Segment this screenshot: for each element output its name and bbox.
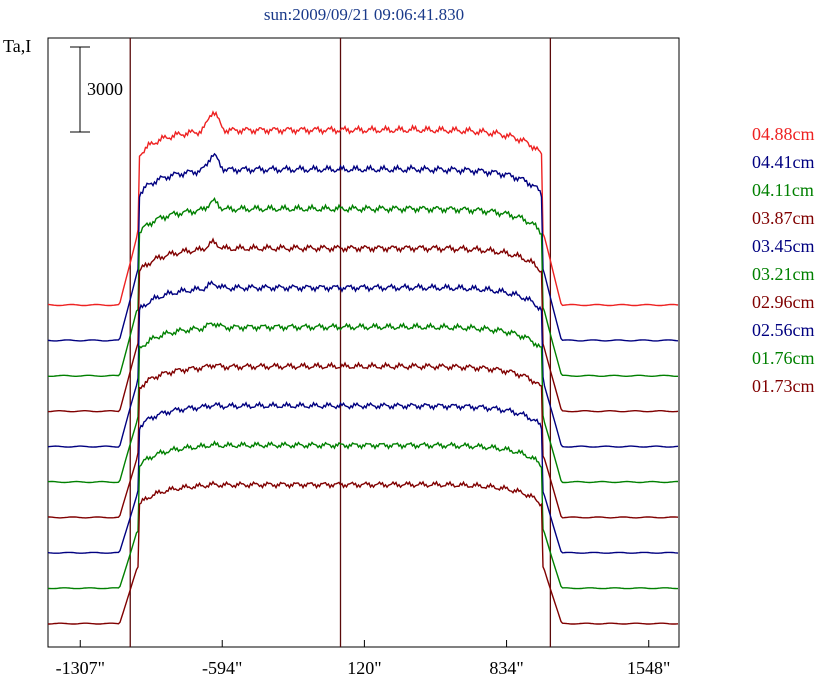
series-line-04.11cm — [47, 197, 678, 377]
legend-item-01.76cm: 01.76cm — [752, 348, 815, 368]
scale-bar: 3000 — [70, 46, 123, 133]
series-line-03.21cm — [47, 322, 678, 484]
series-line-04.88cm — [47, 110, 679, 307]
scale-bar-label: 3000 — [87, 79, 123, 99]
vertical-markers — [129, 38, 552, 647]
series-line-02.96cm — [47, 361, 679, 519]
series-line-02.56cm — [47, 400, 679, 554]
series-line-04.41cm — [47, 152, 679, 342]
legend-item-02.56cm: 02.56cm — [752, 320, 815, 340]
series-line-01.73cm — [48, 480, 679, 625]
series-group — [47, 110, 679, 625]
series-line-01.76cm — [47, 440, 678, 590]
legend: 04.88cm 04.41cm 04.11cm 03.87cm 03.45cm 03.21… — [752, 124, 815, 396]
x-tick-label-2: 120" — [347, 658, 381, 678]
y-axis-label: Ta,I — [3, 36, 31, 56]
legend-item-04.41cm: 04.41cm — [752, 152, 815, 172]
x-tick-label-1: -594" — [202, 658, 242, 678]
legend-item-03.45cm: 03.45cm — [752, 236, 815, 256]
legend-item-04.88cm: 04.88cm — [752, 124, 815, 144]
chart-title: sun:2009/09/21 09:06:41.830 — [264, 5, 464, 24]
x-axis-ticks: -1307" -594" 120" 834" 1548" — [56, 640, 670, 678]
legend-item-04.11cm: 04.11cm — [752, 180, 814, 200]
x-tick-label-0: -1307" — [56, 658, 105, 678]
series-line-03.87cm — [47, 237, 679, 413]
plot-frame — [47, 37, 680, 648]
legend-item-03.87cm: 03.87cm — [752, 208, 815, 228]
legend-item-01.73cm: 01.73cm — [752, 376, 815, 396]
x-tick-label-3: 834" — [489, 658, 523, 678]
x-tick-label-4: 1548" — [627, 658, 670, 678]
series-line-03.45cm — [47, 280, 679, 448]
legend-item-03.21cm: 03.21cm — [752, 264, 815, 284]
legend-item-02.96cm: 02.96cm — [752, 292, 815, 312]
